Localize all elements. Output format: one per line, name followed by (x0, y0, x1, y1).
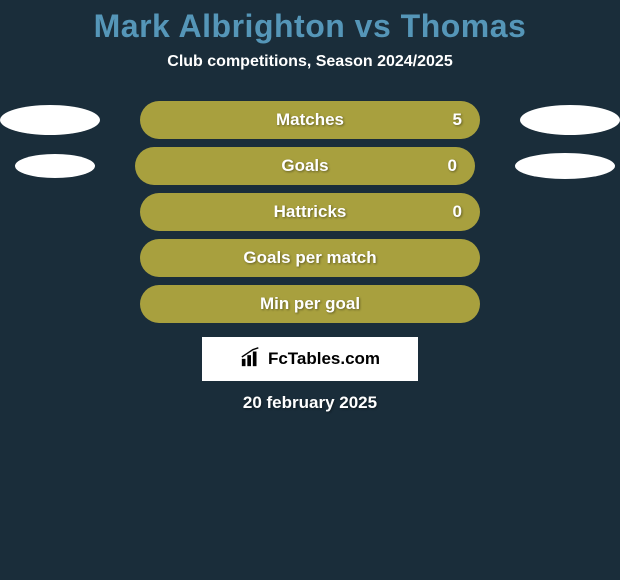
stat-bar: Matches 5 (140, 101, 480, 139)
stat-bar: Hattricks 0 (140, 193, 480, 231)
stat-value: 0 (448, 156, 457, 176)
stat-label: Min per goal (260, 294, 360, 314)
comparison-card: Mark Albrighton vs Thomas Club competiti… (0, 0, 620, 413)
stat-row-mpg: Min per goal (0, 285, 620, 323)
bar-chart-icon (240, 346, 262, 373)
stat-label: Goals per match (243, 248, 376, 268)
player-left-ellipse (0, 105, 100, 135)
player-left-ellipse (15, 154, 95, 178)
stat-label: Matches (276, 110, 344, 130)
stat-row-matches: Matches 5 (0, 101, 620, 139)
stat-bar: Min per goal (140, 285, 480, 323)
page-title: Mark Albrighton vs Thomas (0, 8, 620, 45)
stat-row-goals: Goals 0 (0, 147, 620, 185)
brand-badge: FcTables.com (202, 337, 418, 381)
stat-label: Hattricks (274, 202, 347, 222)
stat-bar: Goals per match (140, 239, 480, 277)
stat-value: 0 (453, 202, 462, 222)
player-right-ellipse (515, 153, 615, 179)
brand-text: FcTables.com (268, 349, 380, 369)
stat-bar: Goals 0 (135, 147, 475, 185)
stat-label: Goals (281, 156, 328, 176)
player-right-ellipse (520, 105, 620, 135)
subtitle: Club competitions, Season 2024/2025 (0, 53, 620, 71)
date-text: 20 february 2025 (0, 393, 620, 413)
stat-row-hattricks: Hattricks 0 (0, 193, 620, 231)
stat-value: 5 (453, 110, 462, 130)
stat-row-gpm: Goals per match (0, 239, 620, 277)
